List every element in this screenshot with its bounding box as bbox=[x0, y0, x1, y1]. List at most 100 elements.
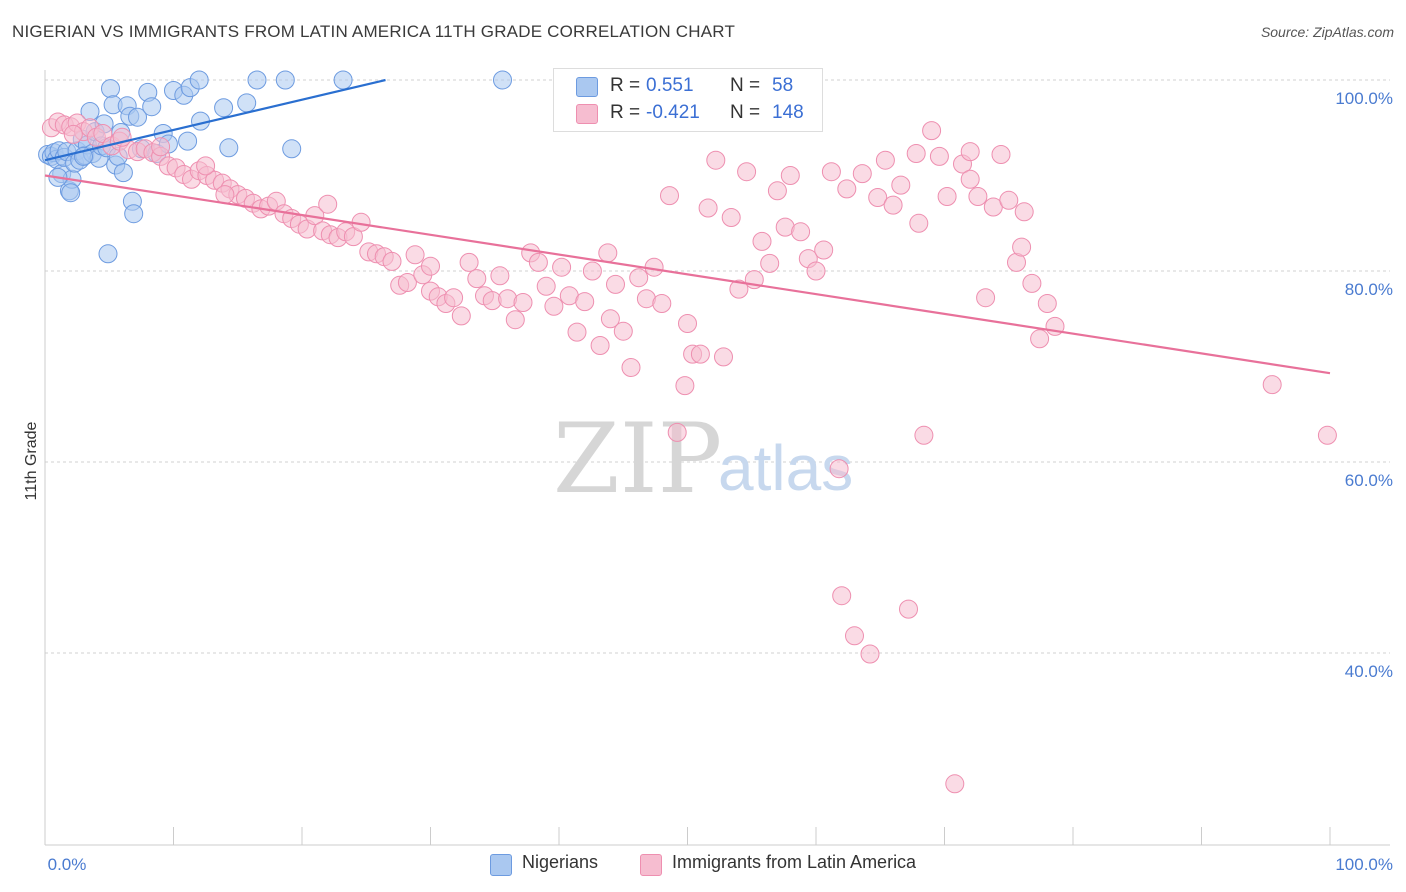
nigerians-point bbox=[128, 107, 147, 127]
n-value: 148 bbox=[772, 102, 804, 123]
n-value: 58 bbox=[772, 75, 794, 96]
watermark: ZIP atlas bbox=[553, 403, 853, 515]
latin-america-point bbox=[1317, 425, 1337, 445]
latin-america-point bbox=[875, 150, 895, 170]
latin-america-point bbox=[421, 256, 440, 276]
latin-america-point bbox=[1022, 273, 1042, 293]
x-tick-label: 0.0% bbox=[48, 855, 87, 874]
latin-america-point bbox=[467, 269, 487, 289]
nigerians-point bbox=[214, 98, 234, 118]
nigerians-point bbox=[142, 97, 162, 117]
nigerians-point bbox=[275, 70, 295, 90]
latin-america-point bbox=[63, 124, 83, 144]
latin-america-point bbox=[582, 261, 602, 281]
latin-america-point bbox=[922, 121, 942, 141]
legend-swatch-pink bbox=[576, 104, 598, 124]
latin-america-point bbox=[690, 344, 710, 364]
latin-america-point bbox=[968, 187, 988, 206]
latin-america-point bbox=[1037, 294, 1057, 313]
latin-america-point bbox=[513, 293, 533, 312]
latin-america-point bbox=[451, 306, 471, 326]
latin-america-point bbox=[814, 240, 834, 260]
latin-america-point bbox=[606, 274, 625, 294]
latin-america-point bbox=[151, 137, 171, 157]
latin-america-point bbox=[868, 188, 888, 207]
latin-america-point bbox=[945, 774, 965, 794]
latin-america-point bbox=[937, 187, 957, 206]
latin-america-point bbox=[405, 245, 425, 265]
y-tick-label: 60.0% bbox=[1345, 471, 1393, 490]
latin-america-point bbox=[752, 231, 772, 251]
latin-america-point bbox=[196, 156, 216, 176]
latin-america-point bbox=[567, 322, 587, 342]
nigerians-point bbox=[61, 183, 81, 203]
latin-america-point bbox=[660, 186, 679, 206]
y-axis-label: 11th Grade bbox=[23, 421, 40, 500]
n-label: N = bbox=[730, 102, 761, 123]
latin-america-point bbox=[629, 268, 649, 288]
latin-america-point bbox=[575, 292, 595, 312]
nigerians-point bbox=[113, 163, 133, 183]
latin-america-point bbox=[914, 425, 934, 445]
stats-legend: R = 0.551 N = 58 R = -0.421 N = 148 bbox=[553, 68, 823, 132]
r-label: R = bbox=[610, 102, 641, 123]
latin-america-point bbox=[906, 144, 926, 163]
latin-america-point bbox=[976, 288, 996, 308]
nigerians-point bbox=[219, 138, 239, 158]
latin-america-point bbox=[729, 279, 749, 299]
nigerians-point bbox=[101, 79, 120, 99]
legend-label: Immigrants from Latin America bbox=[672, 852, 917, 872]
latin-america-point bbox=[929, 146, 949, 166]
trend-lines bbox=[44, 78, 1331, 375]
latin-america-point bbox=[821, 162, 841, 182]
latin-america-point bbox=[891, 175, 911, 195]
latin-america-trend-line bbox=[44, 174, 1331, 375]
r-value: 0.551 bbox=[646, 75, 694, 96]
nigerians-point bbox=[124, 204, 144, 224]
latin-america-point bbox=[899, 599, 918, 619]
latin-america-point bbox=[552, 257, 572, 277]
nigerians-point bbox=[98, 244, 118, 264]
nigerians-point bbox=[493, 70, 512, 90]
nigerians-point bbox=[282, 139, 302, 159]
latin-america-point bbox=[829, 459, 849, 479]
latin-america-point bbox=[999, 190, 1019, 210]
latin-america-point bbox=[883, 195, 903, 215]
tick-labels: 100.0% 80.0% 60.0% 40.0% 0.0% 100.0% bbox=[48, 89, 1393, 874]
latin-america-point bbox=[675, 376, 695, 396]
n-label: N = bbox=[730, 75, 761, 96]
latin-america-point bbox=[215, 185, 235, 205]
latin-america-point bbox=[1262, 375, 1282, 395]
latin-america-point bbox=[1012, 237, 1032, 257]
legend-swatch-pink bbox=[640, 854, 662, 876]
latin-america-point bbox=[698, 198, 718, 218]
latin-america-point bbox=[490, 266, 510, 286]
latin-america-point bbox=[621, 358, 641, 377]
latin-america-point bbox=[544, 296, 564, 316]
latin-america-point bbox=[991, 145, 1011, 164]
nigerians-point bbox=[247, 70, 267, 90]
latin-america-point bbox=[1014, 202, 1034, 222]
latin-america-point bbox=[652, 294, 672, 313]
latin-america-point bbox=[860, 644, 880, 664]
latin-america-point bbox=[852, 164, 872, 184]
latin-america-point bbox=[721, 208, 741, 227]
nigerians-point bbox=[189, 70, 209, 90]
nigerians-trend-line bbox=[44, 78, 386, 162]
chart-title: NIGERIAN VS IMMIGRANTS FROM LATIN AMERIC… bbox=[12, 22, 736, 41]
latin-america-point bbox=[536, 276, 556, 296]
latin-america-point bbox=[960, 169, 980, 189]
latin-america-point bbox=[791, 222, 811, 242]
latin-america-point bbox=[505, 310, 525, 330]
latin-america-point bbox=[528, 252, 548, 272]
latin-america-point bbox=[714, 347, 733, 367]
r-label: R = bbox=[610, 75, 641, 96]
latin-america-point bbox=[613, 321, 633, 341]
latin-america-point bbox=[667, 422, 687, 442]
latin-america-point bbox=[444, 288, 464, 308]
nigerians-point bbox=[237, 93, 257, 113]
x-tick-label: 100.0% bbox=[1335, 855, 1393, 874]
latin-america-point bbox=[960, 142, 980, 162]
latin-america-point bbox=[598, 243, 618, 263]
